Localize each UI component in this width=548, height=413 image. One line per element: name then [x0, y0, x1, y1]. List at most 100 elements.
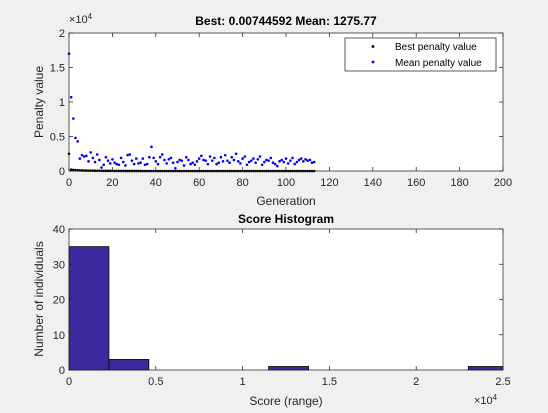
mean-point	[245, 163, 249, 167]
mean-point	[163, 158, 166, 162]
mean-point	[256, 157, 260, 161]
mean-point	[87, 160, 90, 163]
mean-point	[176, 160, 179, 164]
mean-point	[124, 164, 127, 167]
mean-point	[269, 156, 273, 160]
mean-point	[263, 160, 266, 164]
mean-point	[69, 95, 73, 99]
mean-point	[252, 157, 255, 160]
histogram-bar	[268, 366, 309, 371]
y-tick-label: 0.5	[50, 132, 65, 144]
mean-point	[310, 161, 314, 165]
mean-point	[113, 161, 116, 165]
mean-point	[134, 157, 138, 160]
x-tick-label: 120	[320, 177, 338, 189]
legend-best-label: Best penalty value	[395, 42, 477, 53]
histogram-bar	[467, 366, 504, 371]
mean-point	[89, 151, 92, 154]
legend-mean-marker	[371, 60, 375, 64]
histogram-y-ticks: 0 10 20 30 40	[53, 224, 503, 377]
mean-point	[174, 166, 177, 170]
mean-point	[161, 153, 164, 156]
mean-point	[85, 154, 88, 158]
mean-point	[213, 156, 216, 160]
mean-point	[119, 156, 123, 160]
mean-point	[171, 161, 175, 165]
mean-point	[82, 155, 86, 158]
mean-point	[137, 162, 140, 165]
histogram-bars	[68, 246, 504, 371]
y-tick-label: 10	[53, 330, 65, 342]
histogram-x-ticks: 0 0.5 1 1.5 2 2.5	[66, 229, 511, 388]
mean-point	[284, 157, 288, 160]
y-tick-label: 1	[59, 97, 65, 109]
mean-point	[156, 162, 160, 166]
mean-point	[297, 158, 301, 162]
mean-point	[167, 157, 171, 161]
mean-point	[273, 162, 277, 166]
mean-point	[293, 162, 296, 166]
mean-point	[78, 157, 82, 160]
histogram-x-multiplier-exp: 4	[493, 393, 498, 402]
score-histogram: 0 0.5 1 1.5 2 2.5 0 10 20 30 40 ×104 Score Histog…	[32, 212, 511, 408]
mean-point	[258, 155, 262, 158]
mean-point	[267, 159, 270, 162]
mean-point	[241, 157, 244, 160]
mean-point	[106, 159, 110, 162]
mean-point	[223, 153, 227, 157]
mean-point	[154, 160, 158, 163]
x-tick-label: 0	[66, 376, 72, 388]
mean-point	[182, 164, 186, 167]
penalty-y-multiplier-exp: 4	[88, 12, 93, 21]
mean-point	[221, 160, 225, 163]
mean-point	[180, 159, 184, 162]
y-tick-label: 1.5	[50, 63, 65, 75]
penalty-y-ticks: 0 0.5 1 1.5 2	[50, 28, 503, 178]
mean-point	[189, 162, 192, 166]
mean-point	[308, 158, 312, 162]
mean-point	[143, 163, 147, 167]
mean-point	[121, 160, 125, 164]
histogram-bar	[108, 359, 150, 371]
legend-box	[344, 37, 497, 72]
mean-point	[147, 155, 151, 159]
mean-point	[111, 157, 114, 161]
mean-point	[276, 164, 279, 168]
series-mean	[67, 52, 316, 170]
mean-point	[304, 157, 307, 161]
mean-point	[91, 156, 95, 160]
mean-point	[208, 155, 212, 158]
mean-point	[158, 155, 162, 159]
mean-point	[243, 155, 247, 158]
x-tick-label: 80	[236, 177, 248, 189]
legend-best-marker	[371, 45, 375, 48]
mean-point	[130, 159, 134, 162]
x-tick-label: 180	[450, 177, 468, 189]
mean-point	[202, 158, 205, 162]
mean-point	[230, 155, 234, 159]
best-point	[72, 168, 75, 172]
x-tick-label: 20	[106, 177, 118, 189]
mean-point	[76, 140, 79, 143]
mean-point	[249, 159, 253, 162]
histogram-bar	[68, 246, 110, 371]
penalty-y-multiplier: ×104	[69, 12, 93, 26]
mean-point	[302, 160, 305, 163]
mean-point	[204, 159, 208, 162]
y-tick-label: 0	[59, 365, 65, 377]
mean-point	[210, 159, 214, 162]
histogram-plot-area	[69, 229, 503, 370]
mean-point	[93, 160, 97, 164]
histogram-x-label: Score (range)	[249, 394, 322, 408]
x-tick-label: 2.5	[495, 376, 510, 388]
mean-point	[102, 163, 106, 167]
mean-point	[226, 159, 229, 162]
mean-point	[278, 160, 281, 163]
mean-point	[117, 163, 121, 167]
mean-point	[291, 156, 294, 160]
penalty-x-label: Generation	[256, 194, 315, 208]
x-tick-label: 160	[407, 177, 425, 189]
mean-point	[265, 158, 268, 162]
mean-point	[139, 161, 142, 165]
